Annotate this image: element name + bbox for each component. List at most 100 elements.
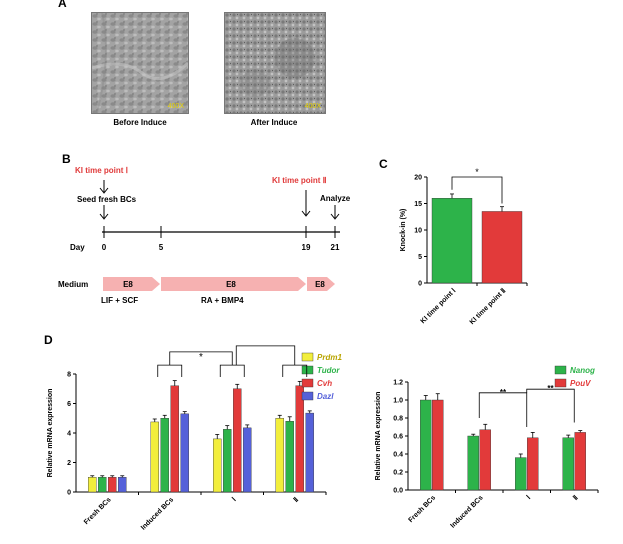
cell-texture-before bbox=[92, 13, 188, 113]
seed-fresh-bcs-label: Seed fresh BCs bbox=[77, 195, 137, 204]
arrow-ki-1-head bbox=[99, 187, 109, 194]
bar bbox=[98, 477, 107, 493]
medium-segment-1 bbox=[103, 277, 160, 291]
y-tick-label: 0 bbox=[67, 490, 71, 497]
knock-in-chart: 0 5 10 15 20 Knock-in (%) KI time point Ⅰ KI ti… bbox=[400, 167, 528, 326]
bracket-i-vs-ii bbox=[235, 345, 296, 366]
bar bbox=[420, 399, 432, 491]
y-tick-label: 0 bbox=[418, 281, 422, 288]
bar bbox=[305, 412, 314, 493]
relative-expression-chart-right: 0.0 0.2 0.4 0.6 0.8 1.0 1.2 Relative mRNA expre… bbox=[375, 365, 599, 530]
day-tick-label: 19 bbox=[301, 243, 311, 252]
day-tick-label: 5 bbox=[158, 243, 164, 252]
legend-label: Tudor bbox=[317, 366, 340, 375]
bar bbox=[432, 399, 444, 491]
bar bbox=[118, 477, 127, 493]
day-tick-label: 0 bbox=[101, 243, 107, 252]
y-tick-label: 0.6 bbox=[393, 434, 403, 441]
panel-a-label: A bbox=[58, 0, 67, 10]
y-tick-label: 1.0 bbox=[393, 398, 403, 405]
significance-marker: ** bbox=[500, 388, 507, 397]
y-tick-label: 4 bbox=[67, 431, 71, 438]
y-tick-label: 20 bbox=[414, 175, 422, 182]
y-tick-label: 6 bbox=[67, 401, 71, 408]
bracket-induced-vs-i bbox=[169, 351, 233, 366]
significance-marker: * bbox=[264, 345, 268, 347]
x-tick-label: Fresh BCs bbox=[83, 496, 113, 526]
y-axis-label: Relative mRNA expression bbox=[375, 392, 382, 481]
y-tick-label: 15 bbox=[414, 201, 422, 208]
bar bbox=[223, 429, 232, 493]
analyze-label: Analyze bbox=[320, 194, 351, 203]
arrow-ki-2-head bbox=[301, 210, 311, 217]
x-tick-label: Ⅱ bbox=[572, 494, 580, 502]
bar bbox=[88, 477, 97, 493]
after-induce-caption: After Induce bbox=[250, 118, 298, 127]
legend-label: Nanog bbox=[570, 366, 595, 375]
significance-marker: * bbox=[475, 167, 479, 177]
bar bbox=[243, 427, 252, 493]
significance-marker: ** bbox=[547, 384, 554, 393]
legend-swatch bbox=[301, 378, 314, 388]
y-tick-label: 0.8 bbox=[393, 416, 403, 423]
x-tick-label: Ⅰ bbox=[525, 494, 532, 501]
bracket-i bbox=[219, 364, 245, 377]
bracket-induced bbox=[157, 364, 183, 377]
legend-label: Dazl bbox=[317, 392, 334, 401]
y-axis-label: Relative mRNA expression bbox=[47, 389, 54, 478]
legend-swatch bbox=[301, 391, 314, 401]
x-tick-label: Ⅰ bbox=[231, 496, 238, 503]
y-tick-label: 8 bbox=[67, 372, 71, 379]
legend-swatch bbox=[554, 378, 567, 388]
legend-swatch bbox=[301, 352, 314, 362]
x-tick-label: Ⅱ bbox=[292, 496, 300, 504]
legend-label: PouV bbox=[570, 379, 591, 388]
panel-b-label: B bbox=[62, 152, 71, 166]
x-tick-label: KI time point Ⅰ bbox=[419, 287, 457, 325]
y-tick-label: 10 bbox=[414, 228, 422, 235]
bar bbox=[170, 385, 179, 493]
relative-expression-chart-left: 0 2 4 6 8 Relative mRNA expression Fresh BCs In… bbox=[47, 345, 342, 532]
legend-swatch bbox=[554, 365, 567, 375]
bar bbox=[108, 477, 117, 493]
bar bbox=[481, 211, 523, 284]
before-induce-image: 400X bbox=[91, 12, 189, 114]
bar bbox=[180, 413, 189, 493]
medium-segment-label: E8 bbox=[123, 280, 133, 289]
day-tick-label: 21 bbox=[330, 243, 340, 252]
y-axis-label: Knock-in (%) bbox=[400, 209, 407, 252]
bar bbox=[515, 457, 527, 491]
panel-d-label: D bbox=[44, 333, 53, 347]
legend-swatch bbox=[301, 365, 314, 375]
medium-segment-label: E8 bbox=[226, 280, 236, 289]
before-induce-caption: Before Induce bbox=[113, 118, 167, 127]
y-tick-label: 2 bbox=[67, 460, 71, 467]
bracket-induced-vs-i bbox=[478, 392, 528, 427]
day-label: Day bbox=[70, 243, 85, 252]
bracket-i-vs-ii bbox=[526, 388, 575, 423]
y-tick-label: 5 bbox=[418, 254, 422, 261]
x-tick-label: Induced BCs bbox=[140, 496, 175, 531]
legend-label: Cvh bbox=[317, 379, 332, 388]
cell-texture-after bbox=[225, 13, 325, 113]
factor-lif-scf: LIF + SCF bbox=[101, 296, 139, 305]
ki-time-point-1-label: KI time point Ⅰ bbox=[75, 166, 129, 175]
panel-c-label: C bbox=[379, 157, 388, 171]
bar bbox=[285, 420, 294, 493]
arrow-analyze-head bbox=[330, 213, 340, 220]
bar bbox=[160, 418, 169, 493]
medium-label: Medium bbox=[58, 280, 89, 289]
y-tick-label: 0.0 bbox=[393, 488, 403, 495]
medium-segment-3 bbox=[307, 277, 335, 291]
x-tick-label: KI time point Ⅱ bbox=[468, 287, 507, 326]
y-tick-label: 0.4 bbox=[393, 452, 403, 459]
bar bbox=[562, 437, 574, 491]
bar bbox=[574, 432, 586, 491]
bar bbox=[467, 435, 479, 491]
x-tick-label: Fresh BCs bbox=[407, 494, 437, 524]
significance-bracket bbox=[451, 176, 503, 204]
legend-label: Prdm1 bbox=[317, 353, 342, 362]
magnification-label: 400X bbox=[304, 103, 321, 110]
x-tick-label: Induced BCs bbox=[449, 494, 484, 529]
